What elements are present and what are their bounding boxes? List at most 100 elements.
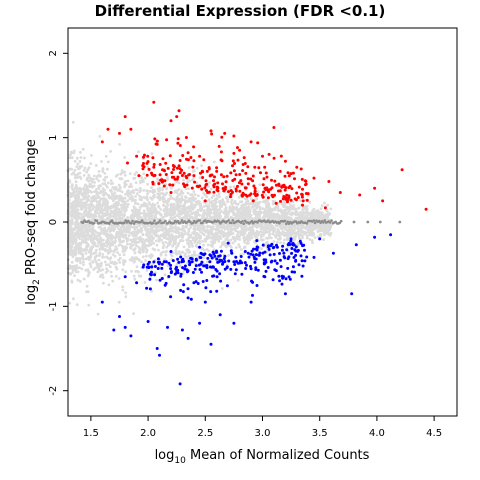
bg-point (266, 210, 270, 213)
bg-point (196, 241, 200, 245)
bg-point (93, 181, 96, 184)
bg-point (311, 241, 314, 245)
up-point (239, 179, 243, 183)
down-point (169, 263, 173, 267)
up-point (142, 155, 145, 159)
bg-point (146, 208, 150, 212)
bg-point (142, 225, 146, 229)
down-point (297, 263, 301, 267)
bg-point (222, 231, 226, 235)
bg-point (123, 196, 127, 200)
bg-point (137, 257, 140, 261)
bg-point (240, 204, 244, 208)
bg-point (114, 174, 118, 178)
bg-point (164, 214, 168, 218)
bg-point (98, 247, 102, 251)
bg-point (81, 235, 85, 239)
bg-point (86, 191, 90, 195)
bg-point (74, 186, 77, 190)
bg-point (86, 274, 90, 278)
up-point (263, 165, 267, 169)
bg-point (243, 208, 247, 212)
bg-point (166, 175, 169, 179)
up-point (209, 129, 213, 133)
bg-point (129, 238, 132, 242)
up-point (246, 165, 250, 169)
bg-point (155, 227, 158, 231)
bg-point (85, 284, 89, 288)
bg-point (269, 209, 273, 213)
bg-point (73, 176, 77, 180)
bg-point (285, 212, 289, 215)
bg-point (218, 234, 222, 238)
bg-point (171, 217, 175, 221)
bg-point (174, 235, 178, 239)
bg-point (73, 232, 77, 236)
zero-point (110, 219, 114, 222)
bg-point (173, 215, 177, 219)
bg-point (108, 247, 112, 251)
bg-point (279, 209, 282, 213)
down-point (286, 266, 290, 270)
up-point (126, 161, 129, 165)
bg-point (71, 188, 75, 192)
down-point (303, 259, 307, 263)
bg-point (84, 268, 88, 272)
bg-point (93, 195, 96, 198)
bg-point (126, 199, 130, 203)
bg-point (156, 192, 160, 196)
bg-point (106, 216, 109, 220)
bg-point (106, 256, 110, 260)
bg-point (81, 225, 85, 228)
bg-point (159, 196, 162, 200)
bg-point (244, 236, 248, 240)
bg-point (165, 187, 168, 191)
bg-point (238, 245, 242, 249)
bg-point (109, 209, 113, 213)
bg-point (157, 189, 161, 193)
down-point (166, 325, 169, 329)
bg-point (320, 211, 323, 215)
bg-point (252, 208, 256, 212)
bg-point (71, 265, 75, 268)
bg-point (105, 267, 108, 271)
bg-point (191, 197, 195, 201)
bg-point (135, 171, 138, 174)
down-point (179, 255, 183, 259)
down-point (205, 266, 209, 270)
bg-point (145, 195, 149, 199)
bg-point (278, 216, 281, 219)
bg-point (156, 179, 160, 183)
bg-point (72, 297, 75, 301)
up-point (271, 195, 275, 199)
up-point (147, 167, 151, 171)
bg-point (118, 210, 121, 213)
bg-point (294, 226, 297, 230)
bg-point (281, 230, 285, 233)
up-point (278, 169, 282, 173)
down-point (275, 261, 279, 265)
up-point (264, 171, 268, 175)
down-point (239, 255, 243, 258)
down-point (255, 239, 259, 243)
bg-point (293, 237, 297, 241)
bg-point (184, 208, 188, 212)
bg-point (170, 224, 173, 227)
up-point (198, 154, 202, 158)
bg-point (117, 300, 121, 304)
bg-point (124, 291, 127, 295)
bg-point (78, 266, 81, 269)
up-point (327, 180, 331, 183)
bg-point (102, 244, 106, 248)
bg-point (178, 239, 182, 243)
bg-point (127, 230, 131, 234)
bg-point (212, 160, 216, 164)
bg-point (276, 234, 279, 237)
bg-point (242, 212, 246, 215)
up-point (241, 169, 245, 173)
bg-point (84, 257, 88, 261)
bg-point (305, 234, 309, 238)
bg-point (113, 250, 117, 253)
bg-point (82, 197, 86, 201)
bg-point (141, 178, 144, 182)
